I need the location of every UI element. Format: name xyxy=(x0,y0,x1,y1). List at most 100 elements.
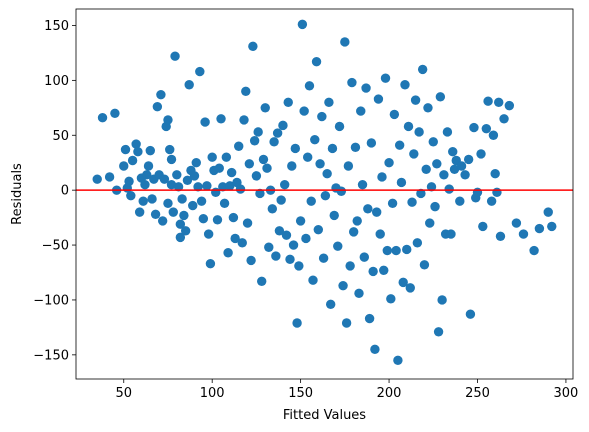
data-point-197 xyxy=(456,161,467,171)
data-point-91 xyxy=(267,204,278,214)
data-point-131 xyxy=(338,280,348,291)
y-axis-ticks: −150 −100 −50 0 50 100 150 xyxy=(33,19,76,363)
data-point-156 xyxy=(382,245,392,256)
data-point-8 xyxy=(124,176,134,187)
data-point-220 xyxy=(543,207,553,217)
data-point-97 xyxy=(278,120,288,131)
data-point-35 xyxy=(170,51,180,61)
y-tick-label--100: −100 xyxy=(33,293,69,308)
data-point-22 xyxy=(150,209,161,220)
data-point-134 xyxy=(343,161,354,171)
data-point-168 xyxy=(403,121,414,132)
data-point-171 xyxy=(409,149,419,159)
data-point-109 xyxy=(299,106,309,116)
data-point-140 xyxy=(354,288,364,299)
data-point-92 xyxy=(269,137,279,147)
data-point-159 xyxy=(387,198,398,209)
data-point-66 xyxy=(223,248,233,258)
data-point-87 xyxy=(260,103,270,113)
data-point-19 xyxy=(145,145,155,156)
data-point-46 xyxy=(188,200,198,211)
data-point-157 xyxy=(384,158,394,168)
data-point-215 xyxy=(504,100,515,111)
data-point-192 xyxy=(446,229,456,239)
data-point-25 xyxy=(156,89,166,100)
data-point-74 xyxy=(237,238,247,248)
data-point-198 xyxy=(460,170,470,180)
data-point-20 xyxy=(147,194,157,204)
data-point-208 xyxy=(486,196,497,206)
data-point-172 xyxy=(410,95,421,105)
data-point-173 xyxy=(412,238,423,248)
data-point-63 xyxy=(218,182,228,192)
data-point-213 xyxy=(495,231,506,241)
data-point-1 xyxy=(97,112,108,123)
data-point-111 xyxy=(303,152,313,162)
data-point-110 xyxy=(301,233,311,244)
data-point-126 xyxy=(329,210,339,221)
data-point-76 xyxy=(241,86,251,97)
data-point-95 xyxy=(274,226,285,236)
data-points xyxy=(92,19,557,366)
data-point-37 xyxy=(173,182,184,192)
data-point-23 xyxy=(152,102,163,112)
data-point-196 xyxy=(455,196,465,206)
y-tick-label--50: −50 xyxy=(42,239,69,254)
data-point-70 xyxy=(230,233,240,244)
data-point-108 xyxy=(297,19,308,30)
data-point-129 xyxy=(334,121,345,132)
data-point-205 xyxy=(478,221,488,232)
data-point-47 xyxy=(189,171,200,181)
data-point-112 xyxy=(304,81,315,91)
data-point-116 xyxy=(311,57,322,67)
data-point-15 xyxy=(138,196,148,206)
data-point-62 xyxy=(216,114,226,124)
data-point-72 xyxy=(234,141,244,151)
data-point-29 xyxy=(163,115,173,125)
data-point-143 xyxy=(359,252,369,262)
data-point-27 xyxy=(159,174,170,184)
data-point-175 xyxy=(416,188,426,199)
data-point-182 xyxy=(428,137,438,147)
data-point-181 xyxy=(426,182,437,192)
data-point-155 xyxy=(380,73,391,83)
x-axis-ticks: 50 100 150 200 250 300 xyxy=(115,379,578,401)
data-point-50 xyxy=(195,66,205,77)
data-point-164 xyxy=(396,177,407,188)
data-point-79 xyxy=(246,255,256,266)
data-point-53 xyxy=(200,117,210,127)
data-point-0 xyxy=(92,174,102,184)
x-tick-label-300: 300 xyxy=(554,386,579,401)
data-point-102 xyxy=(287,161,297,171)
x-axis-label: Fitted Values xyxy=(283,408,366,423)
data-point-73 xyxy=(235,184,246,194)
data-point-85 xyxy=(257,276,267,286)
data-point-30 xyxy=(163,198,173,209)
data-point-99 xyxy=(281,230,292,240)
data-point-26 xyxy=(157,216,168,226)
y-tick-label-50: 50 xyxy=(52,129,69,144)
data-point-41 xyxy=(179,210,189,221)
data-point-31 xyxy=(165,144,175,155)
data-point-88 xyxy=(262,163,272,173)
data-point-101 xyxy=(285,254,295,265)
data-point-51 xyxy=(196,196,207,206)
data-point-81 xyxy=(249,136,260,146)
data-point-132 xyxy=(340,37,350,47)
data-point-3 xyxy=(110,108,120,119)
data-point-114 xyxy=(308,275,318,285)
data-point-106 xyxy=(294,261,304,271)
data-point-67 xyxy=(225,181,235,191)
y-tick-label-100: 100 xyxy=(44,74,69,89)
data-point-13 xyxy=(134,207,145,217)
data-point-93 xyxy=(271,251,281,261)
data-point-180 xyxy=(425,218,435,228)
data-point-146 xyxy=(364,313,375,324)
data-point-44 xyxy=(184,80,194,90)
data-point-179 xyxy=(423,103,433,113)
data-point-144 xyxy=(361,83,371,93)
data-point-193 xyxy=(448,147,458,157)
data-point-34 xyxy=(168,207,178,217)
data-point-174 xyxy=(414,127,424,137)
data-point-216 xyxy=(511,218,522,228)
